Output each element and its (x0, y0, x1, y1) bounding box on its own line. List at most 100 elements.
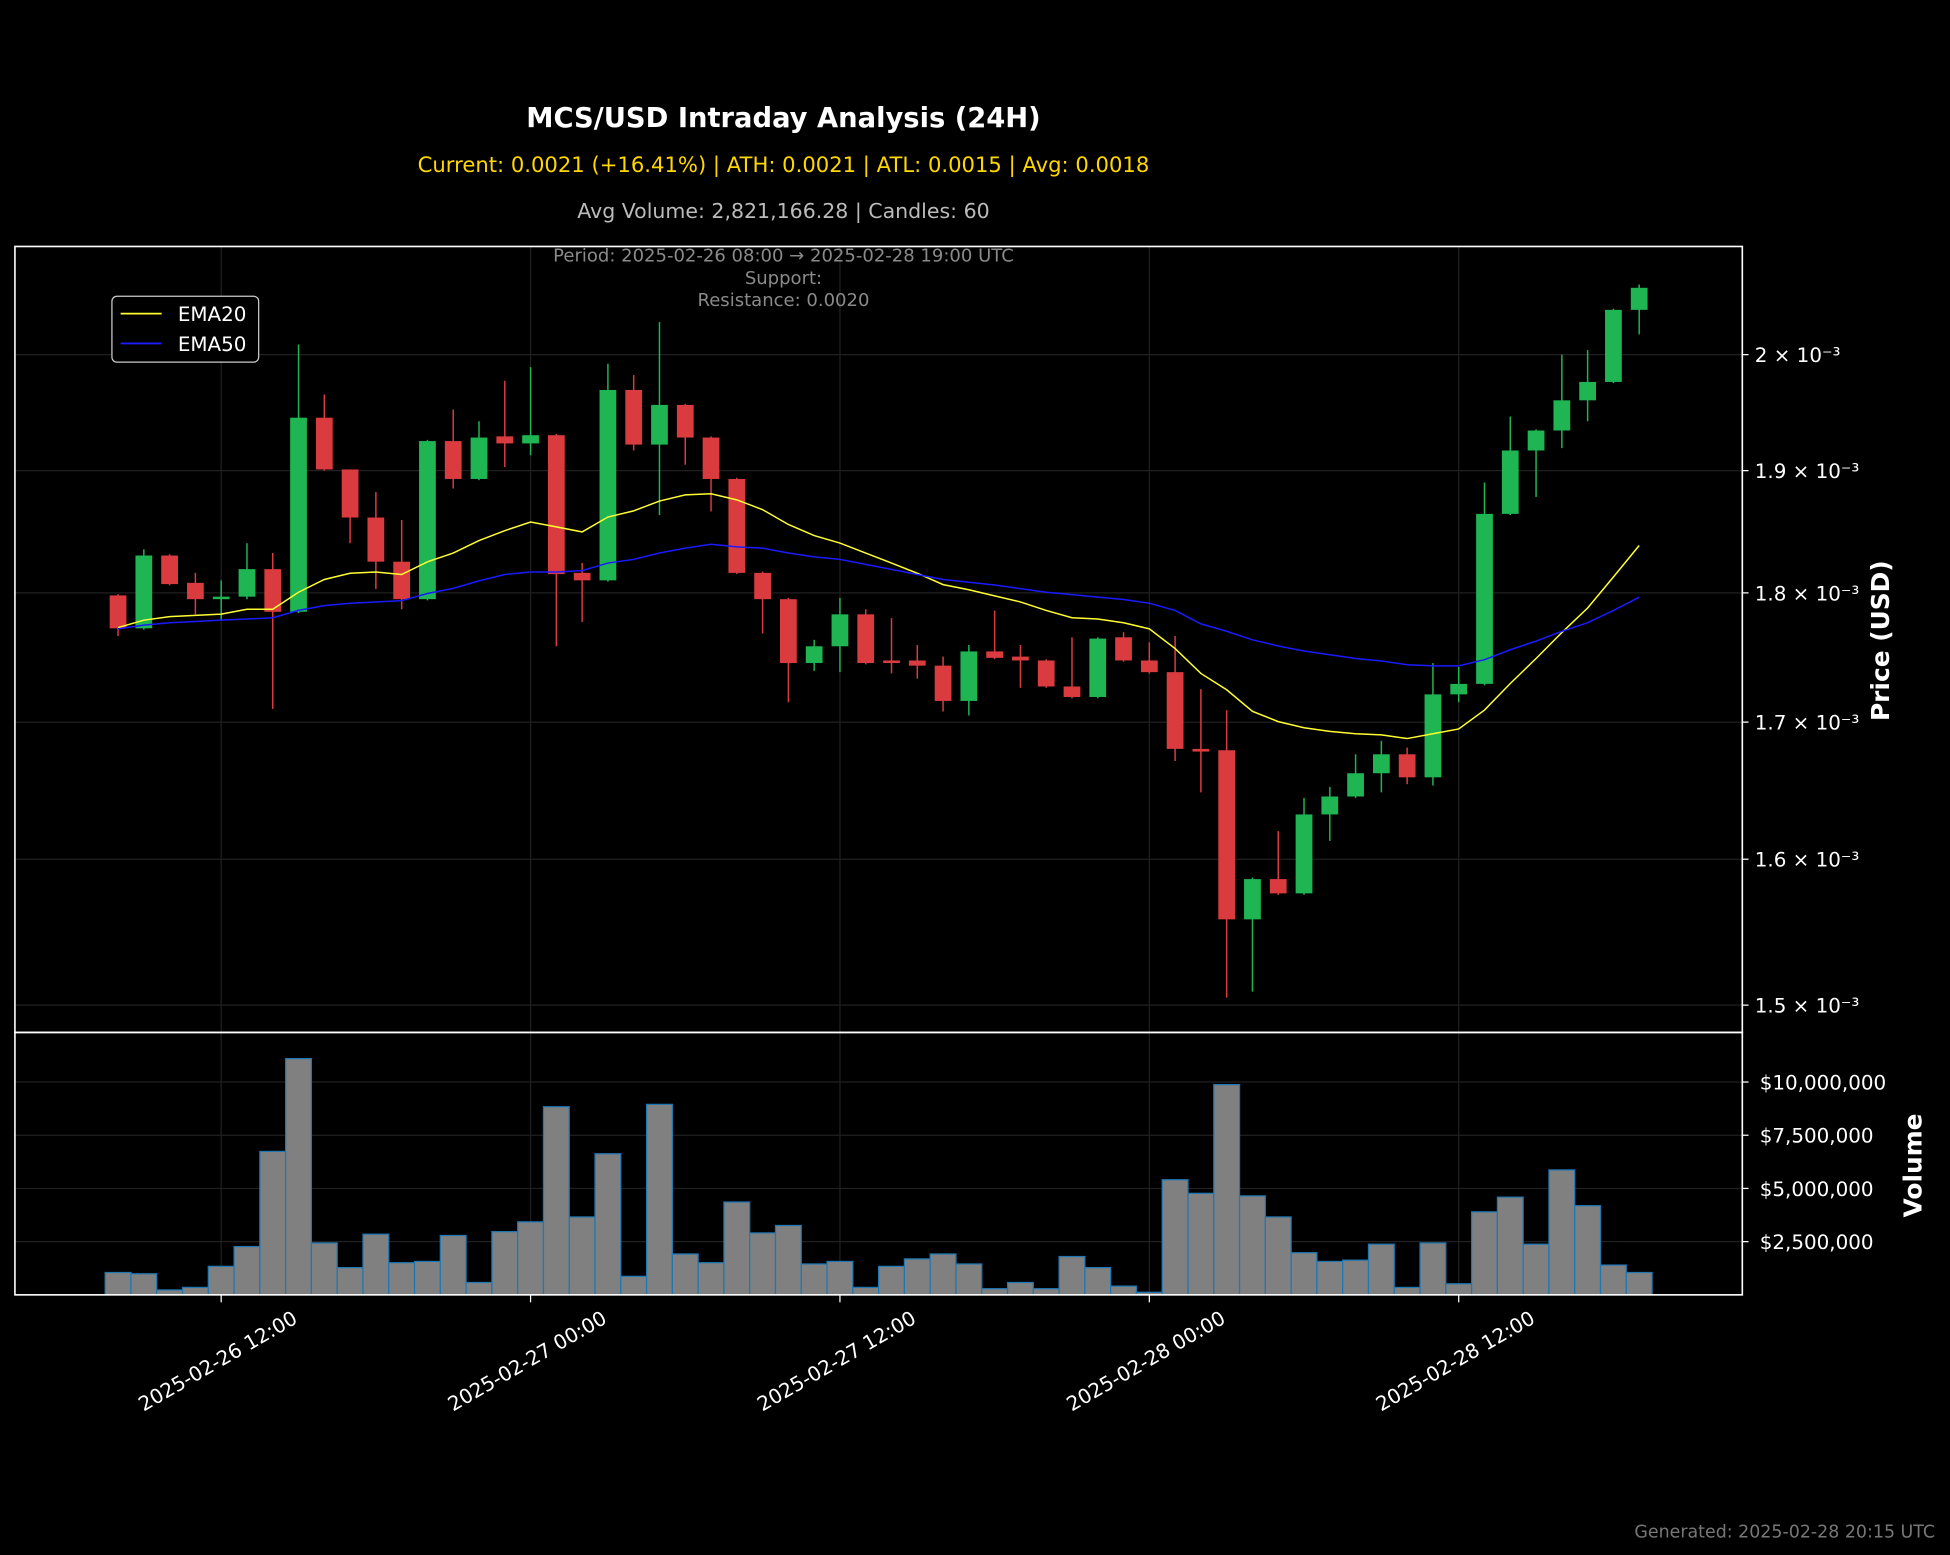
candle-body (651, 404, 668, 445)
candle-body (934, 665, 952, 701)
candle-body (290, 417, 307, 612)
volume-bar (1264, 1216, 1292, 1296)
candle-body (1089, 638, 1107, 697)
candle-body (1166, 672, 1184, 749)
candle-body (444, 441, 462, 479)
candle-body (341, 469, 359, 518)
volume-bar (542, 1106, 570, 1296)
candle-body (1218, 750, 1236, 920)
chart-subtitle-2: Avg Volume: 2,821,166.28 | Candles: 60 (577, 199, 989, 224)
candle-body (754, 572, 771, 600)
volume-bar (929, 1253, 957, 1296)
volume-bar (826, 1260, 854, 1296)
volume-bar (852, 1286, 880, 1296)
volume-bar (310, 1242, 338, 1296)
candle-body (1115, 637, 1132, 661)
candle-body (496, 436, 514, 444)
volume-bar (517, 1221, 545, 1296)
volume-bar (1187, 1192, 1215, 1296)
candle-body (1527, 430, 1545, 451)
volume-bar (1419, 1242, 1447, 1296)
y-tick-label: 1.5 × 10⁻³ (1755, 995, 1860, 1018)
candle-body (780, 599, 797, 664)
candle-body (1192, 748, 1210, 752)
volume-bar (1522, 1243, 1550, 1296)
volume-bar (1032, 1288, 1060, 1296)
volume-bar (362, 1233, 390, 1296)
volume-bar (413, 1260, 441, 1296)
volume-bar (1342, 1259, 1370, 1296)
candle-body (883, 660, 900, 664)
candle-body (1605, 309, 1622, 382)
volume-bar (130, 1273, 158, 1296)
volume-bar (1006, 1281, 1034, 1296)
volume-bar (1290, 1252, 1318, 1296)
annotation: Resistance: 0.0020 (698, 290, 870, 311)
volume-bar (465, 1281, 493, 1296)
candle-body (573, 572, 591, 581)
candle-body (1037, 660, 1055, 687)
chart-title: MCS/USD Intraday Analysis (24H) (526, 103, 1040, 134)
ema-line (117, 543, 1640, 667)
candle-body (599, 389, 617, 581)
volume-bar (336, 1266, 364, 1296)
candle-body (470, 437, 488, 479)
volume-bar (568, 1216, 596, 1296)
candle-body (161, 555, 178, 585)
y-tick-label: 1.8 × 10⁻³ (1755, 582, 1860, 605)
volume-bar (671, 1253, 699, 1296)
y-tick-label: 1.7 × 10⁻³ (1755, 712, 1860, 735)
volume-bar (723, 1201, 751, 1296)
volume-bar (439, 1234, 467, 1296)
candle-body (1244, 879, 1261, 920)
volume-bar (1084, 1266, 1112, 1296)
candle-body (1295, 814, 1313, 894)
volume-bar (1110, 1285, 1138, 1296)
volume-bar (259, 1150, 287, 1296)
volume-bar (1574, 1205, 1602, 1296)
candle-body (522, 435, 539, 444)
volume-bar (1393, 1286, 1421, 1296)
volume-bar (104, 1271, 132, 1296)
candle-body (187, 582, 204, 600)
volume-bar (207, 1265, 235, 1296)
candle-body (1347, 773, 1364, 797)
candle-body (625, 389, 643, 445)
volume-bar (1213, 1083, 1241, 1296)
volume-bar (1625, 1271, 1653, 1296)
candle-body (367, 517, 385, 562)
volume-bar (285, 1057, 313, 1296)
volume-bar (388, 1262, 416, 1296)
ema-line (117, 492, 1640, 740)
volume-axes-frame (14, 1031, 1744, 1296)
volume-bar (620, 1275, 648, 1296)
volume-bar (1238, 1195, 1266, 1296)
legend-label: EMA50 (178, 333, 247, 356)
volume-tick-label: $2,500,000 (1760, 1231, 1874, 1254)
volume-bar (955, 1263, 983, 1296)
volume-bar (491, 1231, 519, 1296)
candle-body (315, 417, 333, 470)
candle-body (1553, 400, 1571, 431)
volume-bar (1316, 1260, 1344, 1296)
candle-body (1063, 686, 1081, 697)
annotation: Support: (745, 268, 822, 289)
y-tick-label: 2 × 10⁻³ (1755, 344, 1841, 367)
candle-body (212, 596, 230, 600)
candle-body (264, 569, 282, 612)
candle-body (238, 569, 256, 597)
candle-body (702, 437, 720, 479)
volume-bar (1367, 1243, 1395, 1296)
candle-body (857, 614, 875, 664)
candle-body (1372, 754, 1390, 774)
candle-body (109, 595, 127, 629)
legend-label: EMA20 (178, 303, 247, 326)
candle-body (908, 660, 926, 666)
volume-axis-label: Volume (1898, 1114, 1927, 1218)
candle-body (728, 478, 746, 573)
chart-subtitle: Current: 0.0021 (+16.41%) | ATH: 0.0021 … (418, 152, 1150, 178)
volume-bar (233, 1245, 261, 1296)
volume-bar (1161, 1179, 1189, 1296)
candle-body (986, 651, 1004, 658)
